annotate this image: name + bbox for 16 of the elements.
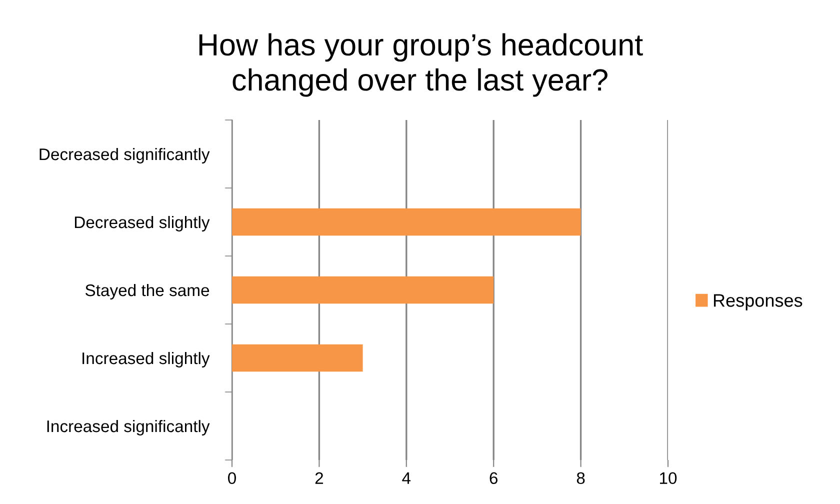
y-tick-label: Decreased significantly	[40, 148, 210, 164]
y-tick-label: Decreased slightly	[74, 216, 210, 232]
y-tick-label: Stayed the same	[85, 284, 210, 300]
x-tick-label: 0	[228, 472, 236, 484]
y-tick-label: Increased significantly	[47, 420, 210, 436]
x-tick-label: 10	[660, 472, 677, 484]
bar	[232, 344, 363, 372]
bar	[232, 276, 494, 304]
chart-title: How has your group’s headcount changed over the last year?	[199, 33, 643, 97]
x-tick-label: 2	[315, 472, 323, 484]
bar	[232, 208, 581, 236]
legend-label: Responses	[714, 294, 802, 310]
y-tick-label: Increased slightly	[82, 352, 210, 368]
x-tick-label: 6	[490, 472, 498, 484]
x-tick-label: 8	[576, 472, 585, 484]
x-tick-label: 4	[402, 472, 411, 484]
